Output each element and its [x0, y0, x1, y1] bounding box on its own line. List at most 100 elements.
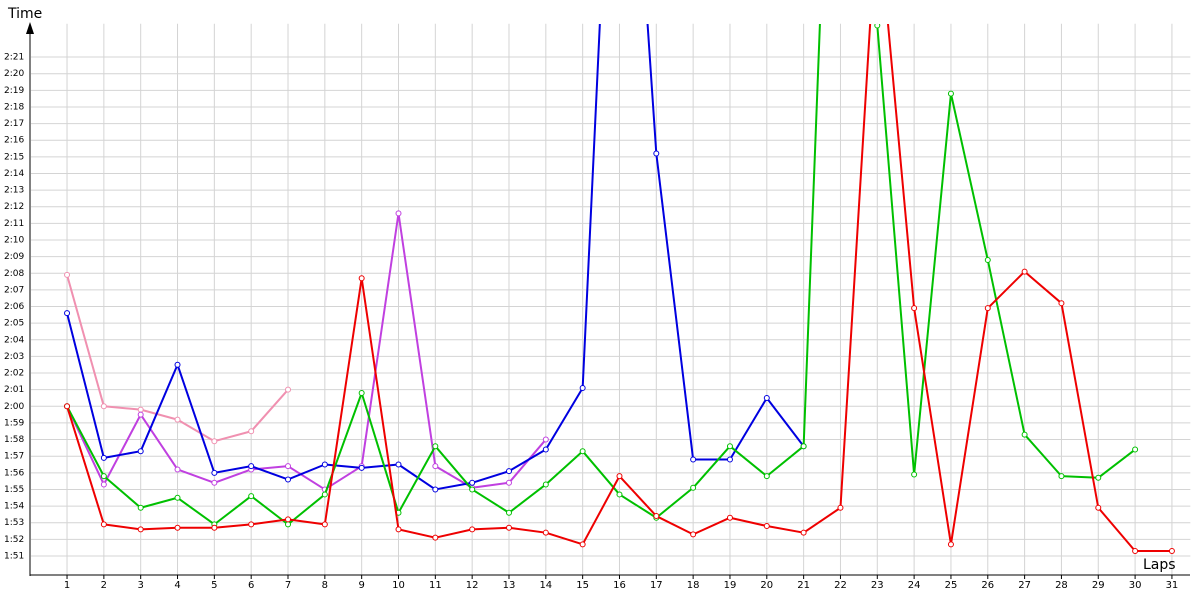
- y-tick-label: 1:52: [4, 535, 24, 545]
- y-tick-label: 2:13: [4, 186, 24, 196]
- data-point: [395, 210, 402, 217]
- y-tick-label: 2:20: [4, 69, 24, 79]
- y-tick-label: 2:16: [4, 136, 24, 146]
- data-point: [616, 491, 623, 498]
- data-point: [1021, 431, 1028, 438]
- data-point: [285, 463, 292, 470]
- data-point: [211, 438, 218, 445]
- data-point: [285, 516, 292, 523]
- data-point: [1132, 547, 1139, 554]
- data-point: [469, 479, 476, 486]
- x-tick-label: 25: [945, 580, 958, 591]
- data-point: [64, 403, 71, 410]
- x-tick-label: 28: [1055, 580, 1068, 591]
- data-point: [137, 411, 144, 418]
- x-tick-label: 29: [1092, 580, 1105, 591]
- x-tick-label: 4: [174, 580, 180, 591]
- y-tick-label: 2:03: [4, 352, 24, 362]
- y-tick-label: 1:59: [4, 418, 24, 428]
- series-line: [66, 212, 547, 491]
- y-axis-arrow: [26, 22, 34, 34]
- data-point: [100, 481, 107, 488]
- y-tick-label: 1:53: [4, 518, 24, 528]
- data-point: [100, 403, 107, 410]
- y-axis-title: Time: [7, 6, 42, 22]
- y-tick-label: 2:17: [4, 119, 24, 129]
- data-point: [174, 524, 181, 531]
- data-point: [137, 526, 144, 533]
- data-point: [432, 463, 439, 470]
- data-point: [174, 466, 181, 473]
- data-point: [579, 385, 586, 392]
- x-tick-label: 15: [576, 580, 589, 591]
- data-point: [800, 443, 807, 450]
- data-point: [690, 531, 697, 538]
- y-tick-label: 2:15: [4, 152, 24, 162]
- x-tick-label: 31: [1166, 580, 1179, 591]
- x-tick-label: 1: [64, 580, 70, 591]
- y-tick-label: 2:07: [4, 285, 24, 295]
- data-point: [358, 464, 365, 471]
- data-point: [248, 428, 255, 435]
- x-tick-label: 27: [1018, 580, 1031, 591]
- x-tick-label: 9: [358, 580, 364, 591]
- data-point: [505, 479, 512, 486]
- data-point: [100, 521, 107, 528]
- y-tick-label: 1:58: [4, 435, 24, 445]
- y-tick-label: 2:18: [4, 102, 24, 112]
- data-point: [100, 454, 107, 461]
- y-tick-label: 1:55: [4, 485, 24, 495]
- data-point: [542, 481, 549, 488]
- data-point: [395, 526, 402, 533]
- y-tick-label: 2:06: [4, 302, 24, 312]
- x-tick-label: 30: [1129, 580, 1142, 591]
- y-tick-label: 2:12: [4, 202, 24, 212]
- data-point: [174, 416, 181, 423]
- x-tick-label: 20: [760, 580, 773, 591]
- data-point: [358, 389, 365, 396]
- data-point: [174, 494, 181, 501]
- data-point: [321, 521, 328, 528]
- data-point: [763, 473, 770, 480]
- x-tick-label: 5: [211, 580, 217, 591]
- x-tick-label: 6: [248, 580, 254, 591]
- data-point: [984, 256, 991, 263]
- data-point: [469, 526, 476, 533]
- data-point: [432, 534, 439, 541]
- data-point: [358, 275, 365, 282]
- data-point: [616, 473, 623, 480]
- y-tick-label: 2:10: [4, 235, 24, 245]
- data-point: [1058, 300, 1065, 307]
- data-point: [137, 504, 144, 511]
- data-point: [174, 361, 181, 368]
- data-point: [542, 446, 549, 453]
- y-tick-label: 2:09: [4, 252, 24, 262]
- x-tick-label: 8: [322, 580, 328, 591]
- data-point: [837, 504, 844, 511]
- x-tick-label: 23: [871, 580, 884, 591]
- x-tick-label: 24: [908, 580, 921, 591]
- data-point: [653, 150, 660, 157]
- data-point: [726, 456, 733, 463]
- data-point: [64, 271, 71, 278]
- data-point: [137, 448, 144, 455]
- x-tick-label: 10: [392, 580, 405, 591]
- data-point: [1021, 268, 1028, 275]
- series-line: [66, 24, 1136, 526]
- data-point: [505, 509, 512, 516]
- x-axis-title: Laps: [1143, 557, 1176, 573]
- data-point: [285, 521, 292, 528]
- y-tick-label: 2:14: [4, 169, 24, 179]
- y-tick-label: 2:04: [4, 335, 24, 345]
- x-tick-label: 22: [834, 580, 847, 591]
- x-tick-label: 16: [613, 580, 626, 591]
- data-point: [432, 443, 439, 450]
- y-tick-label: 2:21: [4, 53, 24, 63]
- data-point: [579, 448, 586, 455]
- data-point: [947, 541, 954, 548]
- data-point: [1095, 504, 1102, 511]
- x-tick-label: 18: [687, 580, 700, 591]
- data-point: [763, 523, 770, 530]
- data-point: [1132, 446, 1139, 453]
